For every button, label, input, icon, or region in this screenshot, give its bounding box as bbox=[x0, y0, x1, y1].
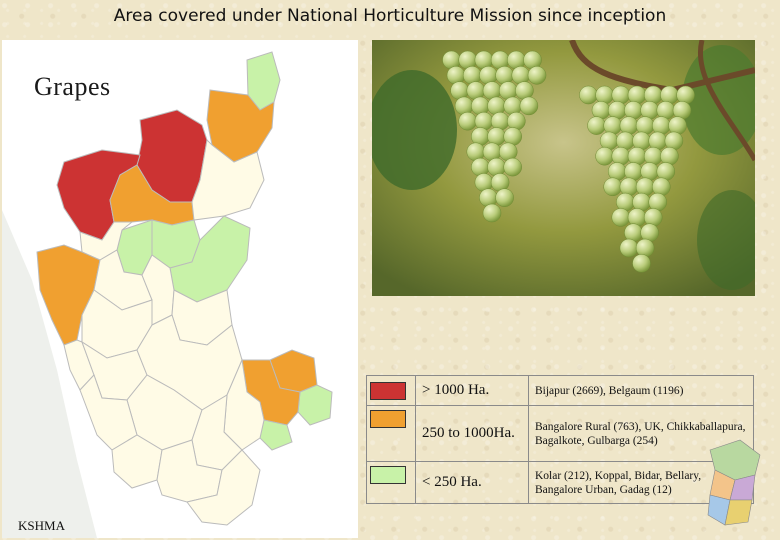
grape-berry bbox=[487, 96, 506, 116]
grape-berry bbox=[660, 85, 679, 105]
legend-table: > 1000 Ha. Bijapur (2669), Belgaum (1196… bbox=[366, 375, 754, 504]
grape-berry bbox=[619, 116, 639, 135]
grape-berry bbox=[527, 66, 547, 85]
grape-berry bbox=[619, 177, 639, 197]
grape-berry bbox=[676, 85, 695, 105]
grape-berry bbox=[611, 146, 631, 166]
grape-berry bbox=[652, 116, 671, 135]
grape-berry bbox=[603, 177, 622, 197]
grape-berry bbox=[507, 111, 526, 131]
inset-region bbox=[724, 499, 753, 526]
grape-berry bbox=[619, 238, 639, 258]
district-chamarajanagar bbox=[186, 449, 261, 526]
grape-berry bbox=[454, 96, 474, 116]
grape-berry bbox=[627, 146, 647, 166]
grape-berry bbox=[668, 116, 687, 135]
grape-berry bbox=[587, 116, 606, 135]
legend-range: > 1000 Ha. bbox=[415, 375, 529, 406]
grape-berry bbox=[595, 85, 614, 105]
grape-berry bbox=[490, 111, 510, 131]
legend-swatch-low bbox=[370, 466, 406, 484]
grape-berry bbox=[595, 146, 614, 166]
karnataka-district-map bbox=[2, 40, 358, 538]
legend-swatch-medium bbox=[370, 410, 406, 428]
grape-berry bbox=[503, 157, 522, 177]
grape-berry bbox=[482, 203, 502, 223]
sea-area bbox=[2, 210, 97, 538]
legend-row: > 1000 Ha. Bijapur (2669), Belgaum (1196… bbox=[366, 375, 754, 406]
grape-berry bbox=[495, 66, 514, 85]
grape-berry bbox=[627, 85, 647, 105]
grape-berry bbox=[643, 208, 663, 227]
grape-berry bbox=[643, 85, 663, 105]
vine-stem bbox=[698, 40, 755, 162]
grape-berry bbox=[611, 85, 631, 105]
grape-berry bbox=[579, 85, 598, 105]
grape-berry bbox=[660, 146, 679, 166]
grape-berry bbox=[474, 111, 494, 131]
grape-berry bbox=[627, 208, 647, 227]
grape-cluster bbox=[579, 85, 695, 273]
legend-range: 250 to 1000Ha. bbox=[415, 405, 529, 462]
grape-berry bbox=[503, 96, 522, 116]
district-gulbarga bbox=[206, 89, 275, 163]
crop-label: Grapes bbox=[34, 72, 111, 101]
grape-berry bbox=[471, 96, 490, 116]
legend-swatch-high bbox=[370, 381, 406, 400]
grape-berry bbox=[652, 177, 671, 197]
district-kolar bbox=[297, 384, 333, 426]
grape-berry bbox=[479, 66, 498, 85]
grape-berry bbox=[643, 146, 663, 166]
district-raichur bbox=[191, 138, 265, 221]
grape-berry bbox=[603, 116, 622, 135]
grape-berry bbox=[471, 157, 490, 177]
grape-berry bbox=[462, 66, 482, 85]
legend-districts: Bangalore Rural (763), UK, Chikkaballapu… bbox=[528, 405, 754, 462]
grape-cluster bbox=[442, 50, 547, 223]
footer-label: KSHMA bbox=[18, 518, 65, 533]
northeast-india-inset-map bbox=[707, 439, 761, 526]
grape-berry bbox=[519, 96, 539, 116]
grape-berry bbox=[479, 188, 498, 207]
grape-berry bbox=[635, 238, 655, 258]
district-dakshina-kannada bbox=[79, 374, 138, 451]
grape-berry bbox=[635, 177, 655, 197]
legend-districts: Bijapur (2669), Belgaum (1196) bbox=[528, 375, 754, 406]
grapes-photo bbox=[372, 40, 755, 296]
grape-berry bbox=[635, 116, 655, 135]
leaf bbox=[372, 70, 457, 190]
legend-row: 250 to 1000Ha. Bangalore Rural (763), UK… bbox=[366, 405, 754, 462]
grape-berry bbox=[495, 188, 514, 207]
legend-range: < 250 Ha. bbox=[415, 461, 529, 504]
leaf bbox=[697, 190, 755, 290]
grape-berry bbox=[632, 254, 651, 273]
grape-berry bbox=[487, 157, 506, 177]
grape-berry bbox=[458, 111, 477, 131]
grape-berry bbox=[446, 66, 466, 85]
slide-title: Area covered under National Horticulture… bbox=[113, 6, 667, 26]
grape-berry bbox=[511, 66, 531, 85]
grape-berry bbox=[611, 208, 631, 227]
